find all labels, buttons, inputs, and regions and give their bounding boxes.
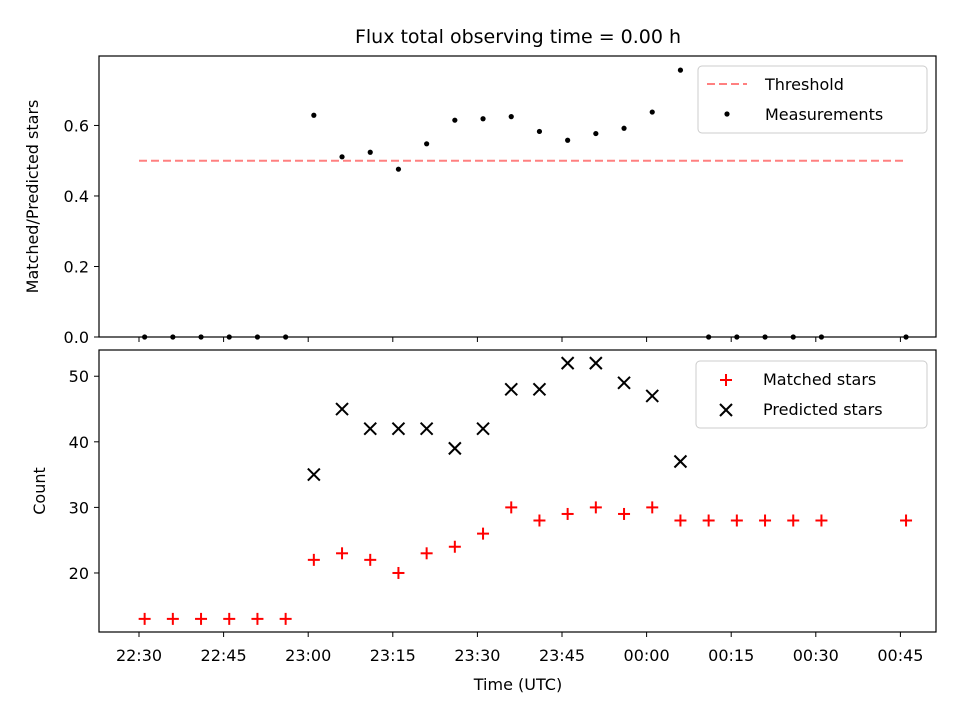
measurement-point xyxy=(621,125,627,131)
measurement-point xyxy=(395,166,402,172)
matched-star-point xyxy=(477,527,490,540)
predicted-star-point xyxy=(532,382,547,397)
predicted-star-point xyxy=(419,421,434,436)
x-tick-label: 00:30 xyxy=(793,646,839,665)
top-y-tick-label: 0.2 xyxy=(64,257,89,276)
matched-star-point xyxy=(420,547,433,560)
measurement-point xyxy=(339,154,345,160)
predicted-star-point xyxy=(363,421,377,436)
top-y-axis-label: Matched/Predicted stars xyxy=(23,100,42,294)
legend-predicted-label: Predicted stars xyxy=(763,400,883,419)
matched-star-point xyxy=(223,612,236,625)
top-x-ticks xyxy=(138,337,901,342)
legend-predicted-swatch xyxy=(719,403,733,417)
matched-star-point xyxy=(336,547,349,560)
measurement-point xyxy=(367,149,373,155)
measurement-point xyxy=(593,130,599,137)
bottom-legend: Matched stars Predicted stars xyxy=(695,360,928,429)
measurement-point xyxy=(452,117,458,123)
bottom-panel: 20 30 40 50 22:30 22:45 23:00 23:15 23:30 23:45 0… xyxy=(30,349,937,694)
matched-star-point xyxy=(364,553,377,566)
bottom-legend-box xyxy=(695,360,928,429)
x-tick-label: 00:00 xyxy=(624,646,670,665)
bottom-y-tick-label: 30 xyxy=(69,498,89,517)
predicted-star-point xyxy=(448,441,462,456)
bottom-x-ticks: 22:30 22:45 23:00 23:15 23:30 23:45 00:00 00:15… xyxy=(116,632,923,665)
bottom-y-tick-label: 20 xyxy=(69,564,89,583)
measurement-point xyxy=(480,116,486,122)
x-tick-label: 00:15 xyxy=(708,646,754,665)
top-y-ticks: 0.0 0.2 0.4 0.6 xyxy=(64,116,99,347)
top-panel: 0.0 0.2 0.4 0.6 Matched/Predicted stars Thr… xyxy=(23,55,937,347)
matched-star-point xyxy=(561,507,574,520)
predicted-star-point xyxy=(645,389,659,403)
x-tick-label: 00:45 xyxy=(877,646,923,665)
x-tick-label: 23:15 xyxy=(370,646,416,665)
chart-title: Flux total observing time = 0.00 h xyxy=(355,26,681,48)
matched-star-point xyxy=(787,514,800,527)
measurement-point xyxy=(536,128,543,135)
measurement-point xyxy=(649,109,655,115)
matched-star-point xyxy=(589,501,602,514)
measurement-point xyxy=(311,112,317,118)
matched-star-point xyxy=(759,514,772,527)
predicted-star-point xyxy=(504,382,518,397)
bottom-y-axis-label: Count xyxy=(30,467,49,515)
bottom-y-ticks: 20 30 40 50 xyxy=(69,367,99,583)
legend-threshold-label: Threshold xyxy=(764,75,844,94)
matched-star-point xyxy=(392,566,405,579)
legend-measurements-label: Measurements xyxy=(765,105,883,124)
measurement-point xyxy=(565,137,571,143)
measurement-point xyxy=(677,67,684,73)
matched-star-point xyxy=(505,501,518,514)
x-tick-label: 23:45 xyxy=(539,646,585,665)
top-y-tick-label: 0.6 xyxy=(64,116,89,135)
predicted-star-point xyxy=(476,421,490,436)
x-tick-label: 22:30 xyxy=(116,646,162,665)
matched-star-point xyxy=(533,514,546,527)
predicted-star-point xyxy=(617,376,631,390)
matched-star-point xyxy=(730,514,743,527)
matched-star-point xyxy=(618,507,631,520)
predicted-star-point xyxy=(560,356,575,370)
bottom-y-tick-label: 50 xyxy=(69,367,89,386)
matched-star-point xyxy=(195,612,208,625)
predicted-star-point xyxy=(391,421,406,436)
measurement-point xyxy=(424,141,430,147)
bottom-y-tick-label: 40 xyxy=(69,433,89,452)
matched-star-point xyxy=(138,612,151,625)
predicted-star-point xyxy=(673,454,688,469)
matched-star-point xyxy=(279,612,292,625)
matched-star-point xyxy=(448,540,461,553)
x-tick-label: 23:00 xyxy=(285,646,331,665)
top-y-tick-label: 0.0 xyxy=(64,328,89,347)
predicted-star-point xyxy=(335,402,349,416)
x-axis-label: Time (UTC) xyxy=(473,675,562,694)
top-y-tick-label: 0.4 xyxy=(64,187,89,206)
matched-star-point xyxy=(674,514,687,527)
predicted-star-point xyxy=(589,356,603,370)
measurement-point xyxy=(508,114,514,120)
matched-star-point xyxy=(166,612,179,625)
x-tick-label: 22:45 xyxy=(201,646,247,665)
top-legend-box xyxy=(697,65,928,134)
matched-star-point xyxy=(307,553,320,566)
legend-measurements-swatch xyxy=(724,111,730,117)
legend-matched-swatch xyxy=(720,374,732,386)
top-legend: Threshold Measurements xyxy=(697,65,928,134)
predicted-star-point xyxy=(307,467,321,482)
matched-star-point xyxy=(815,514,828,527)
bottom-plot-marks xyxy=(138,356,913,625)
x-tick-label: 23:30 xyxy=(454,646,500,665)
matched-star-point xyxy=(646,501,659,514)
bottom-plot-frame xyxy=(98,349,937,633)
matched-star-point xyxy=(251,612,264,625)
legend-matched-label: Matched stars xyxy=(763,370,876,389)
matched-star-point xyxy=(702,514,715,527)
top-plot-frame xyxy=(98,55,937,338)
matched-star-point xyxy=(900,514,913,527)
